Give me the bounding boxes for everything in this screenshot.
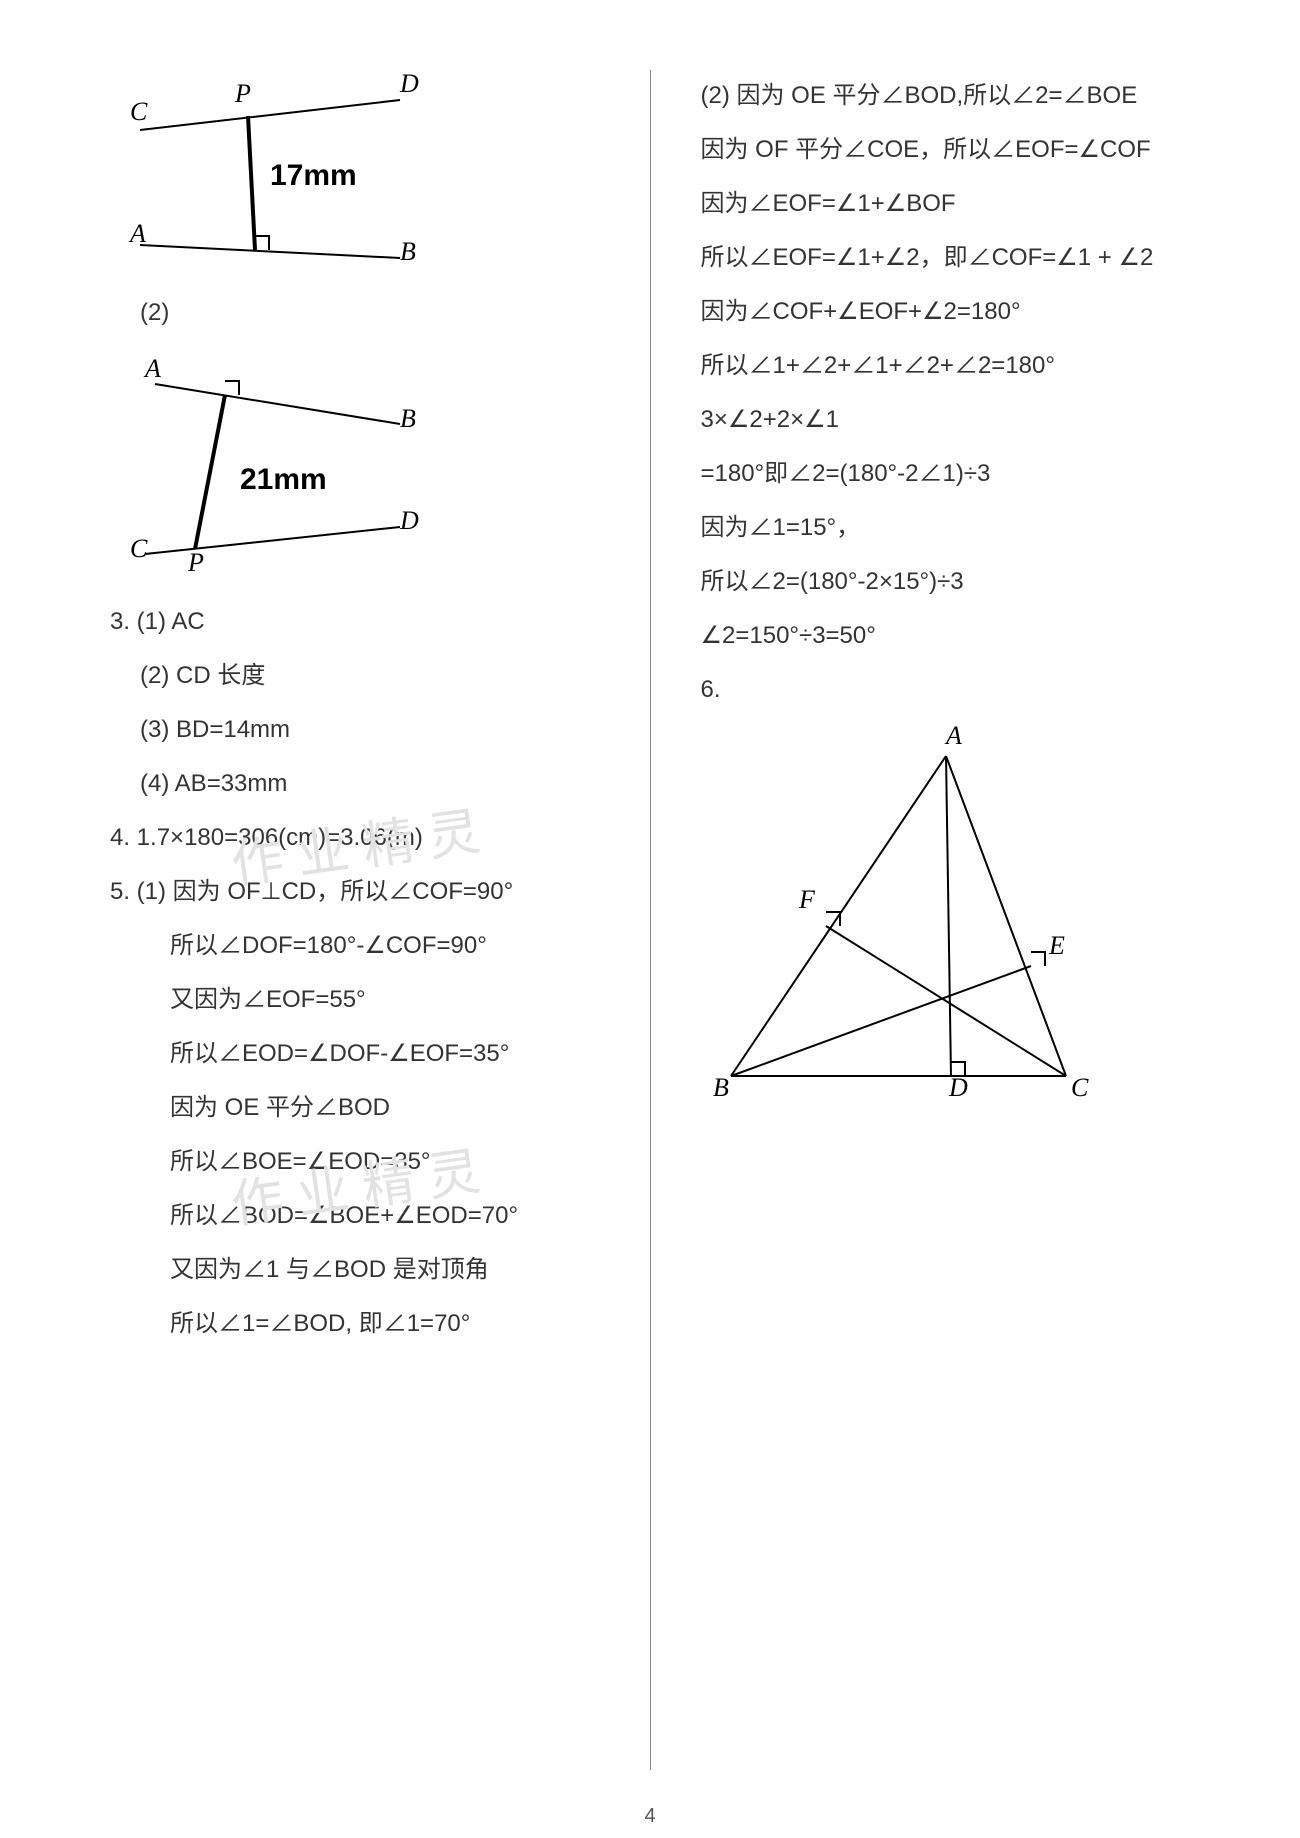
text-line: 又因为∠EOF=55°: [170, 982, 630, 1018]
svg-text:E: E: [1048, 931, 1065, 960]
figure-fig3: A B C D E F: [691, 726, 1111, 1116]
svg-text:21mm: 21mm: [240, 463, 327, 496]
text-line: 3×∠2+2×∠1: [701, 402, 1221, 438]
text-line: 因为∠EOF=∠1+∠BOF: [701, 186, 1221, 222]
text-line: 6.: [701, 672, 1221, 708]
text-line: 所以∠DOF=180°-∠COF=90°: [170, 928, 630, 964]
svg-text:D: D: [399, 70, 419, 98]
text-line: 所以∠EOF=∠1+∠2，即∠COF=∠1 + ∠2: [701, 240, 1221, 276]
text-line: 所以∠1+∠2+∠1+∠2+∠2=180°: [701, 348, 1221, 384]
text-line: 所以∠2=(180°-2×15°)÷3: [701, 564, 1221, 600]
svg-text:B: B: [400, 404, 416, 433]
text-line: (2) 因为 OE 平分∠BOD,所以∠2=∠BOE: [701, 78, 1221, 114]
page: C P D A B 17mm (2) A B C P D 21mm 3. (1) AC (2) CD 长度 (…: [0, 0, 1300, 1780]
column-divider: [650, 70, 651, 1770]
text-line: 因为∠COF+∠EOF+∠2=180°: [701, 294, 1221, 330]
svg-text:A: A: [944, 726, 962, 750]
figure-wrapper: A B C P D 21mm: [100, 349, 630, 584]
svg-text:B: B: [400, 237, 416, 266]
figure-wrapper: A B C D E F: [691, 726, 1221, 1121]
text-line: 因为 OF 平分∠COE，所以∠EOF=∠COF: [701, 132, 1221, 168]
figure-wrapper: C P D A B 17mm: [100, 70, 630, 275]
text-line: ∠2=150°÷3=50°: [701, 618, 1221, 654]
svg-text:17mm: 17mm: [270, 159, 357, 192]
text-line: 所以∠BOE=∠EOD=35°: [170, 1144, 630, 1180]
svg-text:F: F: [798, 885, 816, 914]
text-line: 因为 OE 平分∠BOD: [170, 1090, 630, 1126]
text-line: 4. 1.7×180=306(cm)=3.06(m): [110, 820, 630, 856]
svg-text:C: C: [130, 97, 148, 126]
text-line: (4) AB=33mm: [140, 766, 630, 802]
svg-text:A: A: [128, 219, 146, 248]
text-line: 5. (1) 因为 OF⊥CD，所以∠COF=90°: [110, 874, 630, 910]
text-line: (2): [140, 295, 630, 331]
right-column: (2) 因为 OE 平分∠BOD,所以∠2=∠BOE 因为 OF 平分∠COE，所…: [671, 60, 1221, 1760]
text-line: 所以∠EOD=∠DOF-∠EOF=35°: [170, 1036, 630, 1072]
svg-text:P: P: [187, 548, 204, 577]
figure-fig1: C P D A B 17mm: [100, 70, 440, 270]
text-line: 所以∠BOD=∠BOE+∠EOD=70°: [170, 1198, 630, 1234]
svg-text:C: C: [1071, 1073, 1089, 1102]
left-column: C P D A B 17mm (2) A B C P D 21mm 3. (1) AC (2) CD 长度 (…: [80, 60, 630, 1760]
svg-text:D: D: [399, 506, 419, 535]
text-line: (2) CD 长度: [140, 658, 630, 694]
svg-text:C: C: [130, 534, 148, 563]
text-line: (3) BD=14mm: [140, 712, 630, 748]
svg-text:D: D: [948, 1073, 968, 1102]
figure-fig2: A B C P D 21mm: [100, 349, 440, 579]
text-line: 3. (1) AC: [110, 604, 630, 640]
text-line: =180°即∠2=(180°-2∠1)÷3: [701, 456, 1221, 492]
text-line: 因为∠1=15°，: [701, 510, 1221, 546]
text-line: 又因为∠1 与∠BOD 是对顶角: [170, 1252, 630, 1288]
text-line: 所以∠1=∠BOD, 即∠1=70°: [170, 1306, 630, 1342]
svg-text:A: A: [143, 354, 161, 383]
svg-text:P: P: [234, 79, 251, 108]
page-number: 4: [0, 1805, 1300, 1828]
svg-text:B: B: [713, 1073, 729, 1102]
